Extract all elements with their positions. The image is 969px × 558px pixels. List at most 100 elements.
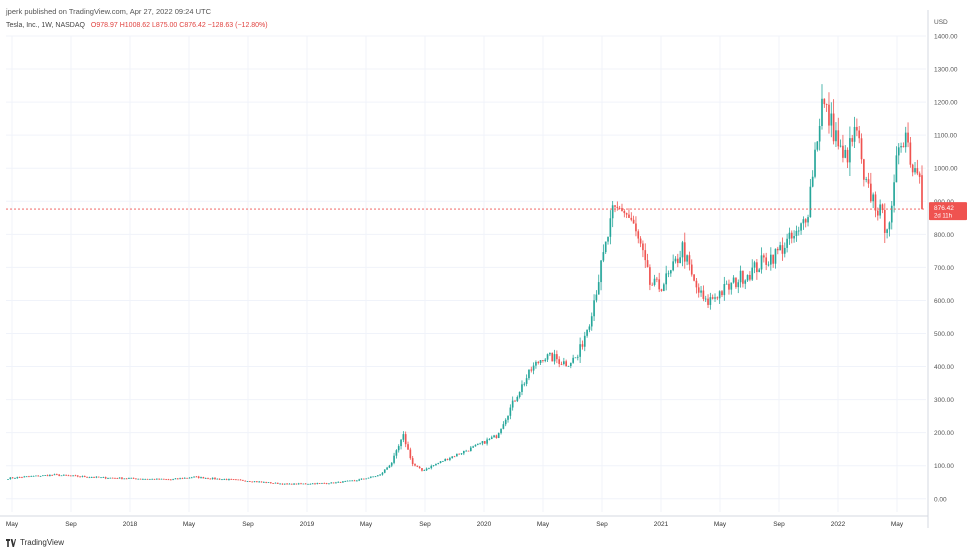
- candle-body: [711, 297, 714, 299]
- candle-body: [616, 206, 619, 208]
- candle-body: [460, 453, 463, 455]
- candle-body: [502, 424, 505, 429]
- candle-body: [660, 289, 663, 291]
- y-tick-label: 200.00: [934, 430, 954, 437]
- candle-body: [895, 155, 898, 183]
- candle-body: [35, 475, 37, 477]
- candle-body: [567, 365, 570, 367]
- candle-body: [293, 483, 295, 485]
- candle-body: [276, 482, 279, 484]
- candle-body: [842, 145, 844, 158]
- candle-body: [618, 207, 621, 209]
- candle-body: [351, 480, 354, 482]
- candle-body: [739, 270, 742, 283]
- y-tick-label: 1100.00: [934, 133, 957, 140]
- candle-body: [551, 352, 554, 362]
- candle-body: [179, 478, 181, 480]
- candle-body: [11, 477, 14, 479]
- candle-body: [367, 477, 370, 479]
- candle-body: [563, 361, 565, 365]
- candle-body: [697, 287, 700, 293]
- candle-body: [62, 474, 65, 476]
- candle-body: [272, 483, 274, 484]
- candle-body: [153, 478, 156, 480]
- candle-body: [97, 476, 100, 478]
- candle-body: [365, 478, 367, 480]
- candle-body: [890, 205, 893, 223]
- candle-body: [404, 434, 407, 445]
- candle-body: [25, 476, 28, 478]
- candle-body: [514, 400, 516, 402]
- candle-body: [714, 297, 716, 299]
- candle-body: [235, 479, 237, 481]
- candle-body: [774, 248, 777, 264]
- candle-body: [700, 290, 702, 293]
- y-tick-label: 400.00: [934, 364, 954, 371]
- y-tick-label: 800.00: [934, 232, 954, 239]
- candle-body: [846, 149, 849, 163]
- candle-body: [607, 236, 609, 242]
- candle-body: [528, 369, 530, 379]
- candle-body: [600, 260, 602, 283]
- x-tick-label: Sep: [596, 521, 608, 528]
- x-tick-label: May: [360, 521, 373, 528]
- candle-body: [86, 476, 88, 478]
- candle-body: [107, 478, 109, 479]
- candle-body: [588, 326, 591, 330]
- candle-body: [300, 483, 302, 485]
- candle-body: [151, 478, 154, 480]
- candle-body: [437, 462, 440, 464]
- tradingview-logo-icon: [6, 538, 16, 547]
- candle-body: [139, 478, 142, 480]
- candle-body: [283, 483, 286, 485]
- candle-body: [209, 478, 212, 480]
- candle-body: [225, 479, 228, 481]
- candle-body: [635, 223, 637, 232]
- symbol-legend: Tesla, Inc., 1W, NASDAQ O978.97 H1008.62…: [6, 22, 268, 29]
- candle-body: [856, 126, 858, 131]
- candle-body: [7, 479, 9, 480]
- candle-body: [123, 478, 126, 480]
- candle-body: [611, 205, 614, 219]
- candle-body: [244, 480, 247, 482]
- candle-body: [451, 456, 454, 459]
- candle-body: [597, 282, 600, 295]
- candle-body: [414, 464, 416, 466]
- candle-body: [204, 478, 207, 479]
- candle-body: [911, 164, 914, 173]
- candle-body: [493, 435, 495, 438]
- candle-body: [442, 461, 444, 462]
- candle-body: [632, 219, 635, 224]
- candle-body: [560, 363, 563, 365]
- candle-body: [339, 481, 342, 483]
- candle-body: [146, 478, 149, 480]
- candle-body: [46, 475, 49, 477]
- x-tick-label: 2022: [831, 521, 846, 528]
- candle-body: [874, 194, 877, 211]
- y-tick-label: 100.00: [934, 463, 954, 470]
- y-tick-label: 0.00: [934, 496, 947, 503]
- candle-body: [744, 280, 747, 284]
- candle-body: [821, 98, 823, 127]
- candle-body: [516, 397, 519, 402]
- candle-body: [525, 378, 528, 384]
- candle-body: [465, 450, 468, 452]
- candle-body: [223, 479, 226, 481]
- candle-body: [914, 168, 916, 173]
- candle-body: [583, 335, 586, 347]
- candle-body: [637, 231, 640, 239]
- candle-body: [195, 476, 198, 478]
- last-price-tag: [929, 202, 967, 221]
- candle-body: [704, 298, 707, 300]
- candle-body: [142, 479, 144, 480]
- candle-body: [646, 260, 649, 268]
- brand-footer[interactable]: TradingView: [6, 538, 64, 547]
- published-line: jperk published on TradingView.com, Apr …: [6, 7, 211, 16]
- candle-body: [421, 468, 423, 471]
- candle-body: [379, 474, 381, 476]
- candle-body: [51, 474, 54, 476]
- candle-body: [197, 476, 200, 478]
- candle-body: [595, 294, 598, 301]
